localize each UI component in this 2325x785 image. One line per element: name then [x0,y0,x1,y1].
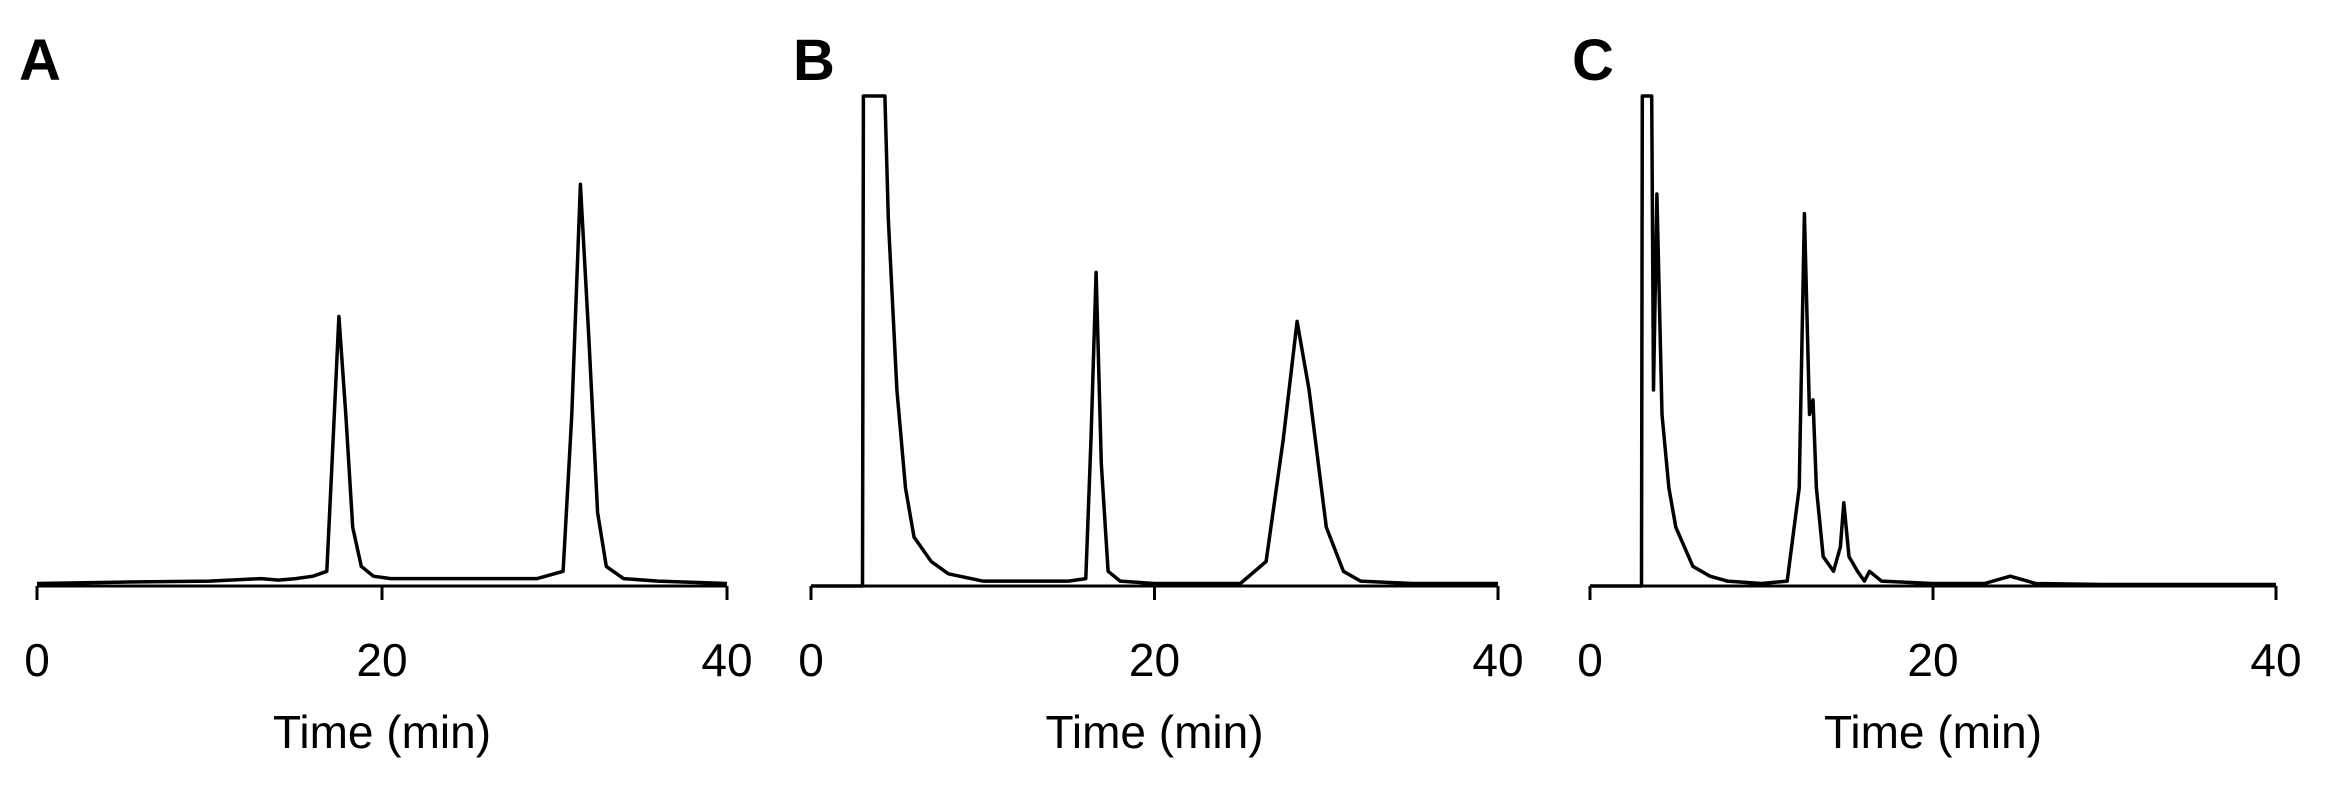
x-tick-label: 40 [2250,634,2301,686]
x-tick-label: 40 [701,634,752,686]
panel-letter: C [1572,28,1614,93]
chromatogram-trace [811,94,1498,588]
x-axis-label: Time (min) [1824,706,2042,758]
x-tick-label: 20 [356,634,407,686]
panel-letter: B [793,28,835,93]
x-tick-label: 0 [24,634,50,686]
chromatogram-trace [1590,94,2276,588]
x-tick-label: 0 [798,634,824,686]
panel-letter: A [19,28,61,93]
x-tick-label: 40 [1472,634,1523,686]
x-tick-label: 20 [1129,634,1180,686]
chromatogram-trace [36,182,728,586]
x-axis-label: Time (min) [273,706,491,758]
x-axis-label: Time (min) [1045,706,1263,758]
x-tick-label: 20 [1907,634,1958,686]
x-tick-label: 0 [1577,634,1603,686]
